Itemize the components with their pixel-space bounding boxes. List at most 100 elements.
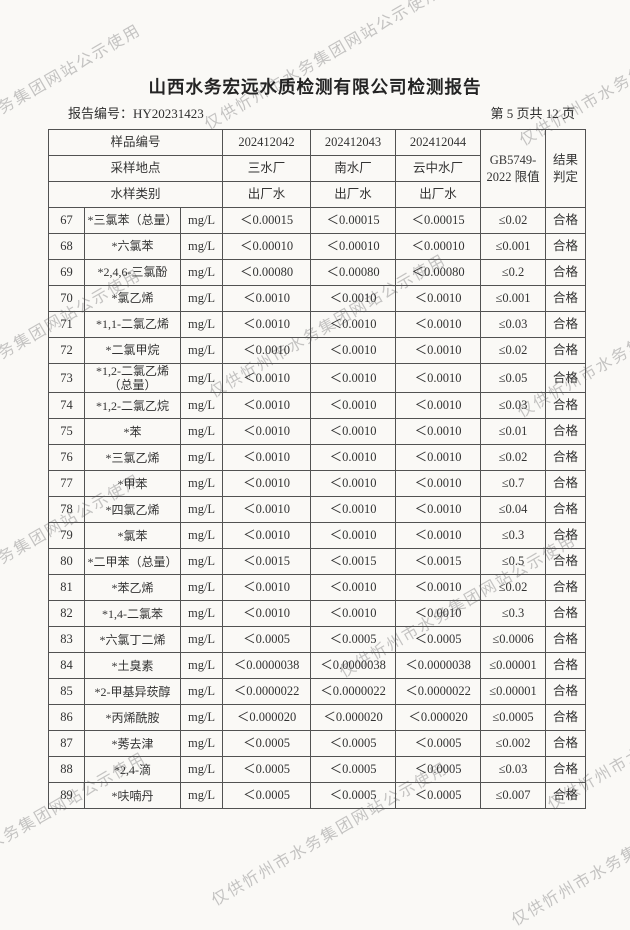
result-value-2: ＜0.000020 — [310, 704, 397, 732]
row-number: 83 — [48, 626, 85, 654]
unit: mg/L — [179, 259, 224, 286]
unit: mg/L — [179, 444, 224, 472]
result-value-3: ＜0.0005 — [395, 756, 482, 784]
parameter-name: *苯 — [84, 418, 181, 446]
sample-id: 202412043 — [310, 129, 397, 156]
result-value-2: ＜0.0010 — [310, 470, 397, 498]
result-row: 80 *二甲苯（总量） mg/L ＜0.0015 ＜0.0015 ＜0.0015… — [48, 548, 587, 576]
result-value-2: ＜0.0010 — [310, 496, 397, 524]
limit-value: ≤0.04 — [480, 496, 547, 524]
row-number: 69 — [48, 259, 85, 286]
parameter-name: *1,1-二氯乙烯 — [84, 311, 181, 338]
result-value-1: ＜0.0010 — [222, 392, 312, 420]
result-judgment: 合格 — [545, 756, 587, 784]
result-value-1: ＜0.0010 — [222, 285, 312, 312]
result-value-3: ＜0.0010 — [395, 496, 482, 524]
result-judgment: 合格 — [545, 444, 587, 472]
row-number: 76 — [48, 444, 85, 472]
sampling-location: 南水厂 — [310, 155, 397, 182]
unit: mg/L — [179, 418, 224, 446]
row-number: 85 — [48, 678, 85, 706]
limit-value: ≤0.02 — [480, 444, 547, 472]
result-value-2: ＜0.0010 — [310, 574, 397, 602]
result-value-2: ＜0.0010 — [310, 444, 397, 472]
report-number: 报告编号：HY20231423 — [68, 103, 204, 122]
result-value-1: ＜0.0010 — [222, 574, 312, 602]
parameter-name: *1,2-二氯乙烯（总量） — [84, 362, 181, 394]
result-judgment: 合格 — [545, 259, 587, 286]
row-number: 84 — [48, 652, 85, 680]
parameter-name: *三氯乙烯 — [84, 444, 181, 472]
result-row: 78 *四氯乙烯 mg/L ＜0.0010 ＜0.0010 ＜0.0010 ≤0… — [48, 496, 587, 524]
header-label-sample-id: 样品编号 — [47, 129, 224, 156]
parameter-name: *六氯苯 — [84, 233, 181, 260]
result-value-2: ＜0.0015 — [310, 548, 397, 576]
limit-value: ≤0.03 — [480, 311, 547, 338]
header-result-line1: 结果 — [553, 152, 579, 167]
result-value-1: ＜0.00010 — [222, 233, 312, 260]
page-indicator: 第 5 页共 12 页 — [490, 106, 575, 121]
result-value-3: ＜0.00015 — [395, 207, 482, 234]
parameter-name: *2-甲基异莰醇 — [84, 678, 181, 706]
result-judgment: 合格 — [545, 392, 587, 420]
result-row: 82 *1,4-二氯苯 mg/L ＜0.0010 ＜0.0010 ＜0.0010… — [48, 600, 587, 628]
unit: mg/L — [179, 756, 224, 784]
result-value-1: ＜0.0010 — [222, 418, 312, 446]
row-number: 79 — [48, 522, 85, 550]
limit-value: ≤0.03 — [480, 756, 547, 784]
result-value-2: ＜0.0010 — [310, 392, 397, 420]
result-row: 75 *苯 mg/L ＜0.0010 ＜0.0010 ＜0.0010 ≤0.01… — [48, 418, 587, 446]
parameter-name: *二甲苯（总量） — [84, 548, 181, 576]
result-value-3: ＜0.0010 — [395, 444, 482, 472]
result-value-1: ＜0.0010 — [222, 444, 312, 472]
parameter-name: *2,4-滴 — [84, 756, 181, 784]
result-value-2: ＜0.0000022 — [310, 678, 397, 706]
result-row: 77 *甲苯 mg/L ＜0.0010 ＜0.0010 ＜0.0010 ≤0.7… — [48, 470, 587, 498]
result-row: 69 *2,4,6-三氯酚 mg/L ＜0.00080 ＜0.00080 ＜0.… — [48, 259, 587, 286]
result-judgment: 合格 — [545, 600, 587, 628]
result-value-1: ＜0.0005 — [222, 626, 312, 654]
parameter-name: *二氯甲烷 — [84, 337, 181, 364]
result-value-3: ＜0.00080 — [395, 259, 482, 286]
limit-value: ≤0.2 — [480, 259, 547, 286]
result-value-2: ＜0.0005 — [310, 730, 397, 758]
row-number: 88 — [48, 756, 85, 784]
result-value-3: ＜0.000020 — [395, 704, 482, 732]
limit-value: ≤0.7 — [480, 470, 547, 498]
result-value-1: ＜0.0010 — [222, 600, 312, 628]
sample-type: 出厂水 — [310, 181, 397, 208]
limit-value: ≤0.03 — [480, 392, 547, 420]
limit-value: ≤0.00001 — [480, 652, 547, 680]
row-number: 87 — [48, 730, 85, 758]
result-judgment: 合格 — [545, 285, 587, 312]
limit-value: ≤0.007 — [480, 782, 547, 810]
result-value-1: ＜0.0015 — [222, 548, 312, 576]
result-value-2: ＜0.00010 — [310, 233, 397, 260]
limit-value: ≤0.02 — [480, 207, 547, 234]
unit: mg/L — [179, 311, 224, 338]
limit-value: ≤0.0005 — [480, 704, 547, 732]
row-number: 72 — [48, 337, 85, 364]
result-value-2: ＜0.0005 — [310, 756, 397, 784]
row-number: 80 — [48, 548, 85, 576]
result-value-3: ＜0.0010 — [395, 362, 482, 394]
result-judgment: 合格 — [545, 418, 587, 446]
result-value-1: ＜0.0010 — [222, 311, 312, 338]
result-judgment: 合格 — [545, 730, 587, 758]
unit: mg/L — [179, 548, 224, 576]
parameter-name: *1,4-二氯苯 — [84, 600, 181, 628]
unit: mg/L — [179, 678, 224, 706]
result-value-2: ＜0.0010 — [310, 311, 397, 338]
result-value-3: ＜0.0005 — [395, 730, 482, 758]
parameter-name: *呋喃丹 — [84, 782, 181, 810]
parameter-name: *六氯丁二烯 — [84, 626, 181, 654]
limit-value: ≤0.00001 — [480, 678, 547, 706]
result-value-3: ＜0.0010 — [395, 285, 482, 312]
result-judgment: 合格 — [545, 233, 587, 260]
row-number: 81 — [48, 574, 85, 602]
parameter-name: *莠去津 — [84, 730, 181, 758]
result-row: 73 *1,2-二氯乙烯（总量） mg/L ＜0.0010 ＜0.0010 ＜0… — [48, 362, 587, 394]
limit-value: ≤0.3 — [480, 600, 547, 628]
unit: mg/L — [179, 207, 224, 234]
row-number: 78 — [48, 496, 85, 524]
